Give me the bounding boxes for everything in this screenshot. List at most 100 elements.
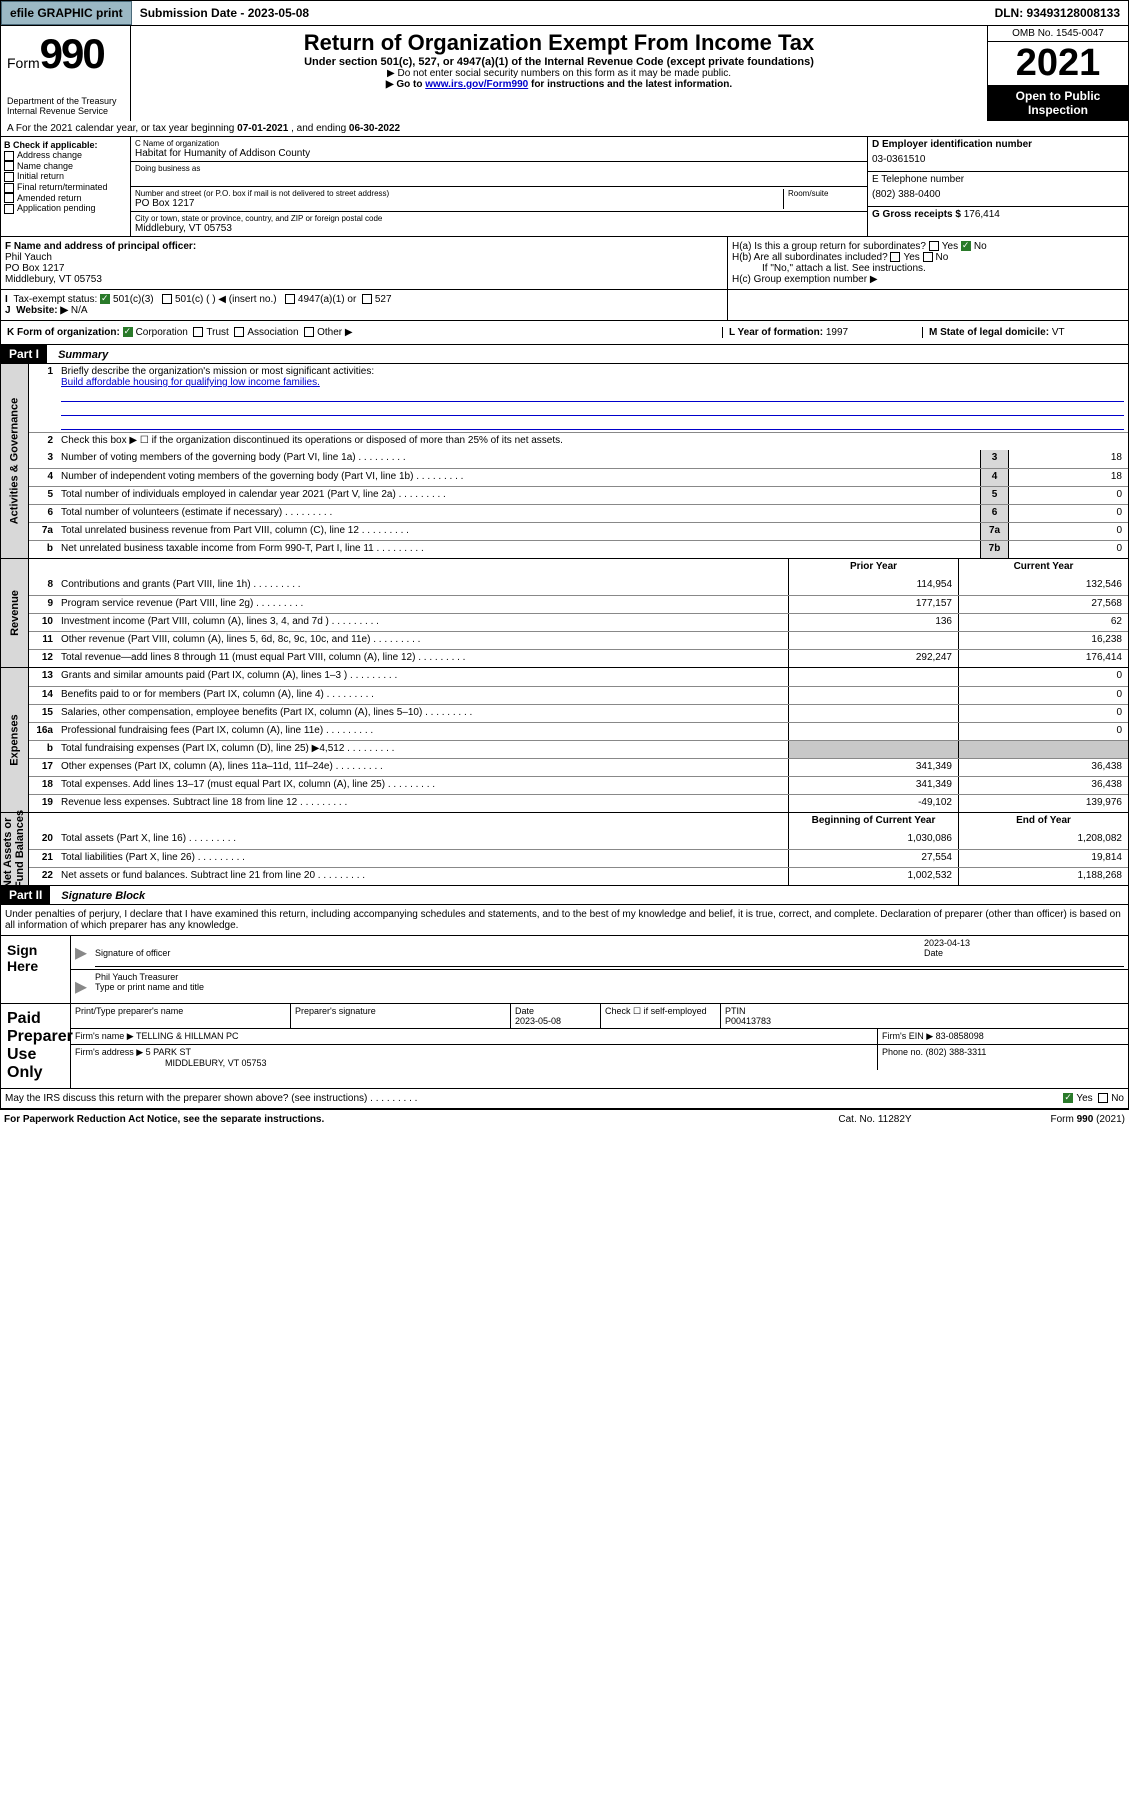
revenue-block: Revenue Prior YearCurrent Year 8Contribu… <box>0 559 1129 668</box>
irs-link[interactable]: www.irs.gov/Form990 <box>425 79 528 90</box>
paid-preparer-block: Paid Preparer Use Only Print/Type prepar… <box>0 1004 1129 1089</box>
officer-signed-name: Phil Yauch Treasurer <box>95 972 178 982</box>
tax-status-row: I Tax-exempt status: 501(c)(3) 501(c) ( … <box>0 290 1129 321</box>
activities-governance-block: Activities & Governance 1Briefly describ… <box>0 364 1129 559</box>
chk-527[interactable] <box>362 294 372 304</box>
sign-arrow-icon: ▸ <box>75 938 95 967</box>
inspection-badge: Open to Public Inspection <box>988 85 1128 121</box>
tax-period-row: A For the 2021 calendar year, or tax yea… <box>0 121 1129 137</box>
gross-receipts-value: 176,414 <box>964 209 1000 220</box>
chk-501c3[interactable] <box>100 294 110 304</box>
ha-yes[interactable] <box>929 241 939 251</box>
hb-no[interactable] <box>923 252 933 262</box>
org-name: Habitat for Humanity of Addison County <box>135 148 863 159</box>
instr2-post: for instructions and the latest informat… <box>528 79 732 90</box>
discuss-no[interactable] <box>1098 1093 1108 1103</box>
form-org-row: K Form of organization: Corporation Trus… <box>0 321 1129 345</box>
gov-line: 6Total number of volunteers (estimate if… <box>29 504 1128 522</box>
ein-label: D Employer identification number <box>872 139 1032 150</box>
phone-value: (802) 388-0400 <box>872 185 1124 204</box>
chk-association[interactable] <box>234 327 244 337</box>
exp-line: 17Other expenses (Part IX, column (A), l… <box>29 758 1128 776</box>
discuss-row: May the IRS discuss this return with the… <box>0 1089 1129 1109</box>
rev-line: 10Investment income (Part VIII, column (… <box>29 613 1128 631</box>
vlabel-revenue: Revenue <box>9 590 21 636</box>
tax-year: 2021 <box>988 42 1128 85</box>
chk-application-pending[interactable] <box>4 204 14 214</box>
firm-ein: 83-0858098 <box>936 1031 984 1041</box>
phone-label: E Telephone number <box>872 174 1124 185</box>
rev-line: 9Program service revenue (Part VIII, lin… <box>29 595 1128 613</box>
chk-name-change[interactable] <box>4 161 14 171</box>
gov-line: 5Total number of individuals employed in… <box>29 486 1128 504</box>
exp-line: 18Total expenses. Add lines 13–17 (must … <box>29 776 1128 794</box>
chk-address-change[interactable] <box>4 151 14 161</box>
sec-b: B Check if applicable: Address change Na… <box>1 137 131 236</box>
chk-other-org[interactable] <box>304 327 314 337</box>
omb-number: OMB No. 1545-0047 <box>988 26 1128 42</box>
declaration-text: Under penalties of perjury, I declare th… <box>0 905 1129 936</box>
rev-line: 11Other revenue (Part VIII, column (A), … <box>29 631 1128 649</box>
form-word: Form <box>7 55 40 71</box>
discuss-yes[interactable] <box>1063 1093 1073 1103</box>
part-ii-header: Part II Signature Block <box>0 886 1129 905</box>
exp-line: 13Grants and similar amounts paid (Part … <box>29 668 1128 686</box>
gov-line: bNet unrelated business taxable income f… <box>29 540 1128 558</box>
form-number: 990 <box>40 30 104 77</box>
officer-group-row: F Name and address of principal officer:… <box>0 237 1129 290</box>
org-address: PO Box 1217 <box>135 198 783 209</box>
gov-line: 4Number of independent voting members of… <box>29 468 1128 486</box>
gov-line: 7aTotal unrelated business revenue from … <box>29 522 1128 540</box>
firm-addr2: MIDDLEBURY, VT 05753 <box>75 1058 267 1068</box>
chk-trust[interactable] <box>193 327 203 337</box>
officer-addr1: PO Box 1217 <box>5 263 64 274</box>
year-formation: 1997 <box>826 327 848 338</box>
sign-here-block: Sign Here ▸ Signature of officer 2023-04… <box>0 936 1129 1004</box>
top-bar: efile GRAPHIC print Submission Date - 20… <box>0 0 1129 26</box>
exp-line: 15Salaries, other compensation, employee… <box>29 704 1128 722</box>
ptin-value: P00413783 <box>725 1016 771 1026</box>
vlabel-netassets: Net Assets orFund Balances <box>3 810 27 888</box>
firm-addr1: 5 PARK ST <box>146 1047 191 1057</box>
expenses-block: Expenses 13Grants and similar amounts pa… <box>0 668 1129 813</box>
exp-line: 16aProfessional fundraising fees (Part I… <box>29 722 1128 740</box>
chk-initial-return[interactable] <box>4 172 14 182</box>
efile-print-button[interactable]: efile GRAPHIC print <box>1 1 132 25</box>
ha-no[interactable] <box>961 241 971 251</box>
chk-amended-return[interactable] <box>4 193 14 203</box>
website-value: N/A <box>71 305 88 316</box>
dept-label: Department of the Treasury Internal Reve… <box>7 96 124 116</box>
form-title: Return of Organization Exempt From Incom… <box>135 30 983 56</box>
dln-label: DLN: 93493128008133 <box>987 2 1128 24</box>
vlabel-expenses: Expenses <box>9 714 21 765</box>
exp-line: 19Revenue less expenses. Subtract line 1… <box>29 794 1128 812</box>
chk-final-return[interactable] <box>4 183 14 193</box>
chk-501c[interactable] <box>162 294 172 304</box>
officer-addr2: Middlebury, VT 05753 <box>5 274 102 285</box>
form-header: Form990 Department of the Treasury Inter… <box>0 26 1129 121</box>
rev-line: 8Contributions and grants (Part VIII, li… <box>29 577 1128 595</box>
instr-ssn: ▶ Do not enter social security numbers o… <box>135 68 983 79</box>
firm-phone: (802) 388-3311 <box>926 1047 987 1057</box>
na-line: 21Total liabilities (Part X, line 26)27,… <box>29 849 1128 867</box>
footer-row: For Paperwork Reduction Act Notice, see … <box>0 1109 1129 1129</box>
chk-corporation[interactable] <box>123 327 133 337</box>
form-subtitle: Under section 501(c), 527, or 4947(a)(1)… <box>135 56 983 68</box>
vlabel-activities: Activities & Governance <box>9 398 21 525</box>
chk-4947[interactable] <box>285 294 295 304</box>
rev-line: 12Total revenue—add lines 8 through 11 (… <box>29 649 1128 667</box>
hb-yes[interactable] <box>890 252 900 262</box>
na-line: 20Total assets (Part X, line 16)1,030,08… <box>29 831 1128 849</box>
identity-block: B Check if applicable: Address change Na… <box>0 137 1129 237</box>
firm-name: TELLING & HILLMAN PC <box>136 1031 239 1041</box>
sign-date: 2023-04-13 <box>924 938 970 948</box>
gross-receipts-label: G Gross receipts $ <box>872 209 961 220</box>
prep-date: 2023-05-08 <box>515 1016 561 1026</box>
mission-text[interactable]: Build affordable housing for qualifying … <box>61 377 320 388</box>
exp-line: bTotal fundraising expenses (Part IX, co… <box>29 740 1128 758</box>
ein-value: 03-0361510 <box>872 150 1124 169</box>
state-domicile: VT <box>1052 327 1065 338</box>
org-city: Middlebury, VT 05753 <box>135 223 863 234</box>
net-assets-block: Net Assets orFund Balances Beginning of … <box>0 813 1129 886</box>
gov-line: 3Number of voting members of the governi… <box>29 450 1128 468</box>
